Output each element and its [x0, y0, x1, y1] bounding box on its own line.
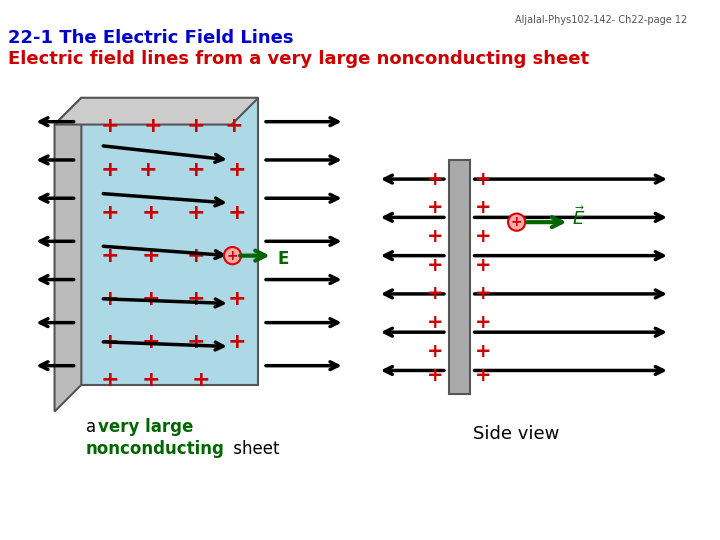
Text: +: +	[228, 332, 247, 352]
Text: $\vec{E}$: $\vec{E}$	[572, 206, 585, 229]
Text: +: +	[427, 366, 444, 385]
Text: +: +	[427, 313, 444, 332]
Text: +: +	[427, 198, 444, 217]
Bar	[449, 160, 470, 394]
Text: +: +	[427, 285, 444, 303]
Circle shape	[508, 213, 526, 231]
Text: nonconducting: nonconducting	[86, 440, 225, 458]
Text: +: +	[101, 159, 120, 179]
Text: +: +	[101, 332, 120, 352]
Text: +: +	[475, 342, 492, 361]
Text: +: +	[225, 117, 244, 137]
Text: +: +	[142, 332, 161, 352]
Text: +: +	[186, 332, 205, 352]
Text: +: +	[228, 159, 247, 179]
Text: Side view: Side view	[474, 425, 560, 443]
Text: +: +	[475, 227, 492, 246]
Text: Aljalal-Phys102-142- Ch22-page 12: Aljalal-Phys102-142- Ch22-page 12	[515, 16, 687, 25]
Text: +: +	[142, 289, 161, 309]
Text: +: +	[142, 202, 161, 222]
Polygon shape	[55, 98, 258, 125]
Text: +: +	[475, 198, 492, 217]
Text: +: +	[475, 170, 492, 188]
Text: +: +	[427, 227, 444, 246]
Text: a: a	[86, 418, 102, 436]
Text: +: +	[142, 370, 161, 390]
Circle shape	[224, 247, 241, 264]
Text: +: +	[101, 202, 120, 222]
Text: +: +	[475, 285, 492, 303]
Text: +: +	[228, 202, 247, 222]
Text: +: +	[101, 289, 120, 309]
Text: +: +	[192, 370, 210, 390]
Text: +: +	[101, 370, 120, 390]
Text: +: +	[511, 215, 523, 229]
Text: +: +	[101, 117, 120, 137]
Text: +: +	[227, 248, 238, 262]
Text: +: +	[144, 117, 163, 137]
Text: +: +	[475, 313, 492, 332]
Text: +: +	[142, 246, 161, 266]
Text: +: +	[186, 117, 205, 137]
Text: +: +	[186, 289, 205, 309]
Text: +: +	[475, 366, 492, 385]
Text: sheet: sheet	[228, 440, 279, 458]
Text: +: +	[186, 246, 205, 266]
Polygon shape	[81, 98, 258, 385]
Text: Electric field lines from a very large nonconducting sheet: Electric field lines from a very large n…	[8, 50, 589, 68]
Text: +: +	[139, 159, 158, 179]
Text: +: +	[101, 246, 120, 266]
Text: +: +	[427, 256, 444, 275]
Text: +: +	[228, 289, 247, 309]
Text: E: E	[277, 249, 289, 267]
Text: +: +	[186, 159, 205, 179]
Polygon shape	[55, 98, 81, 411]
Text: +: +	[427, 170, 444, 188]
Text: 22-1 The Electric Field Lines: 22-1 The Electric Field Lines	[8, 29, 293, 47]
Text: +: +	[427, 342, 444, 361]
Text: +: +	[186, 202, 205, 222]
Text: +: +	[475, 256, 492, 275]
Text: very large: very large	[98, 418, 193, 436]
